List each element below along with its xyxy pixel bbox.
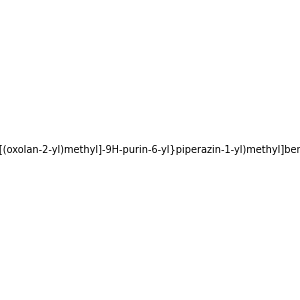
Text: 4-[(4-{9-[(oxolan-2-yl)methyl]-9H-purin-6-yl}piperazin-1-yl)methyl]benzonitrile: 4-[(4-{9-[(oxolan-2-yl)methyl]-9H-purin-…	[0, 145, 300, 155]
